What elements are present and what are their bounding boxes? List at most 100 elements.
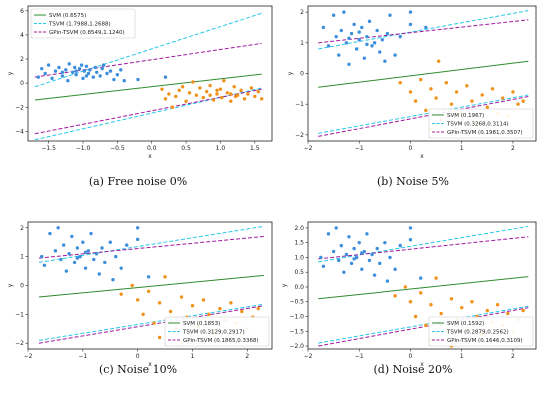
data-point-class-b <box>454 90 459 94</box>
legend-label: TSVM (0.3129,0.2917) <box>182 330 245 336</box>
data-point-class-b <box>233 94 238 99</box>
data-point-class-a <box>354 255 359 260</box>
x-tick-label: 0 <box>409 145 413 152</box>
y-tick-label: 0 <box>20 283 24 290</box>
data-point-class-b <box>470 300 474 304</box>
data-point-class-a <box>360 25 364 30</box>
data-point-class-b <box>511 90 515 94</box>
data-point-class-a <box>40 254 44 259</box>
x-tick-label: −2 <box>304 145 313 152</box>
y-tick-label: −2 <box>295 132 304 139</box>
data-point-class-b <box>449 297 454 301</box>
data-point-class-a <box>70 70 75 74</box>
data-point-class-b <box>205 89 209 94</box>
data-point-class-a <box>84 74 89 78</box>
data-point-class-a <box>56 226 60 230</box>
chart-panel-2: −2 −1 0 1 2 −2 −1 0 1 2 x y SVM (0.1853) TSVM (0.3129… <box>7 221 273 368</box>
data-point-class-a <box>331 13 336 17</box>
data-point-class-a <box>342 270 346 274</box>
data-point-class-a <box>40 66 44 71</box>
data-point-class-a <box>354 47 359 51</box>
data-point-class-b <box>449 102 454 106</box>
data-point-class-a <box>388 255 392 260</box>
legend-label: TSVM (0.3268,0.3114) <box>446 122 509 128</box>
data-point-class-b <box>413 314 418 319</box>
data-point-class-a <box>83 266 88 270</box>
x-tick-label: −1 <box>355 353 364 360</box>
data-point-class-a <box>326 232 331 236</box>
x-tick-label: 0 <box>136 353 140 360</box>
data-point-class-a <box>360 251 364 255</box>
data-point-class-a <box>93 65 98 70</box>
data-point-class-a <box>67 252 71 256</box>
data-point-class-a <box>82 69 87 73</box>
data-point-class-a <box>70 234 74 239</box>
data-point-class-a <box>89 231 93 236</box>
data-point-class-a <box>321 25 326 30</box>
series-line <box>38 274 264 298</box>
y-tick-label: −1 <box>295 101 304 108</box>
data-point-class-a <box>94 252 99 256</box>
data-point-class-b <box>424 323 428 328</box>
series-line <box>318 10 529 50</box>
data-point-class-a <box>375 246 379 251</box>
x-axis-label: x <box>420 153 424 160</box>
data-point-class-b <box>201 298 206 302</box>
legend-box <box>164 316 270 347</box>
legend-label: SVM (0.1967) <box>447 113 484 119</box>
data-point-class-a <box>103 260 107 265</box>
data-point-class-a <box>367 258 372 263</box>
x-tick-label: −2 <box>304 353 313 360</box>
data-point-class-a <box>393 53 397 57</box>
y-axis-label: y <box>281 283 288 287</box>
data-point-class-a <box>98 74 102 78</box>
data-point-class-b <box>194 93 199 97</box>
data-point-class-a <box>344 252 349 257</box>
data-point-class-a <box>334 34 338 39</box>
series-line <box>318 94 529 134</box>
data-point-class-b <box>130 283 134 288</box>
data-point-class-b <box>187 91 192 95</box>
data-point-class-a <box>375 28 379 33</box>
y-tick-label: 0.5 <box>294 269 304 276</box>
data-point-class-a <box>334 226 338 230</box>
data-point-class-a <box>398 34 402 39</box>
y-axis-label: y <box>287 71 294 75</box>
y-tick-label: −4 <box>15 128 24 135</box>
data-point-class-b <box>256 89 260 94</box>
x-tick-label: −0.5 <box>110 145 125 152</box>
data-point-class-b <box>163 97 168 101</box>
data-point-class-a <box>88 68 92 72</box>
x-tick-label: −1.0 <box>76 145 91 152</box>
data-point-class-b <box>521 308 525 313</box>
data-point-class-b <box>240 309 244 314</box>
series-line <box>34 12 262 88</box>
data-point-class-a <box>408 22 413 27</box>
y-tick-label: −2 <box>15 340 24 347</box>
y-tick-label: 2.0 <box>294 225 304 232</box>
x-tick-label: 2 <box>245 353 249 360</box>
data-point-class-b <box>485 308 490 313</box>
legend-label: TSVM (0.2879,0.2562) <box>446 330 509 336</box>
y-tick-label: 0 <box>300 71 304 78</box>
data-point-class-a <box>163 75 168 79</box>
x-tick-label: −1.5 <box>41 145 56 152</box>
data-point-class-a <box>370 252 374 257</box>
data-point-class-b <box>249 86 254 90</box>
data-point-class-b <box>218 306 222 311</box>
data-point-class-b <box>163 275 167 279</box>
y-tick-label: 1.5 <box>294 240 304 247</box>
data-point-class-a <box>100 66 104 71</box>
data-point-class-a <box>349 31 354 36</box>
data-point-class-a <box>108 240 112 244</box>
data-point-class-a <box>81 240 85 244</box>
caption-c: (c) Noise 10% <box>99 363 177 376</box>
series-line <box>318 225 529 263</box>
data-point-class-b <box>490 87 495 91</box>
data-point-class-a <box>408 10 413 14</box>
data-point-class-a <box>43 71 47 76</box>
data-point-class-a <box>385 31 390 36</box>
x-tick-label: −2 <box>24 353 33 360</box>
data-point-class-a <box>59 257 63 262</box>
data-point-class-a <box>370 44 374 48</box>
